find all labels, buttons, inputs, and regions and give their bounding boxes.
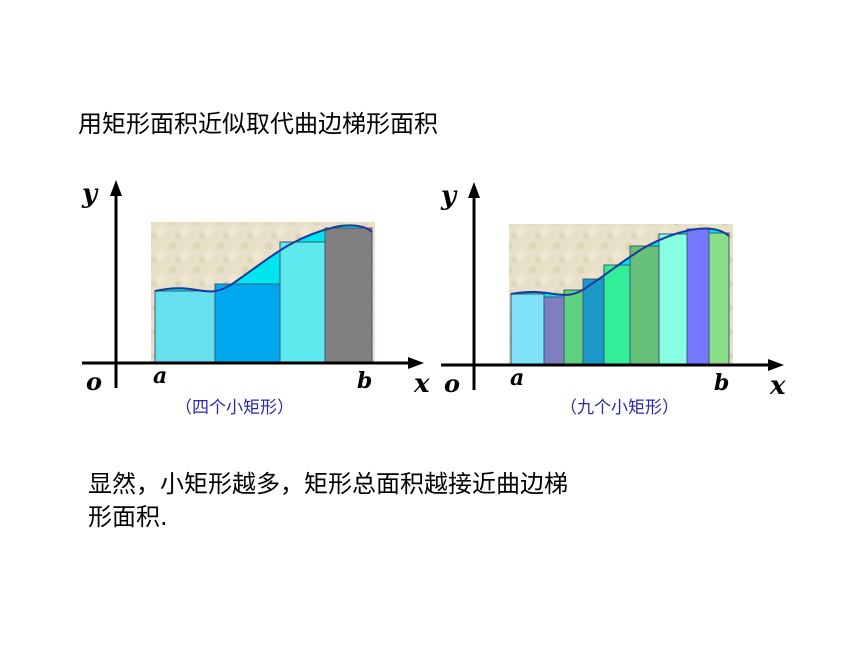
point-a-label: a — [510, 365, 524, 391]
rectangle-6 — [629, 245, 660, 366]
caption-nine: （九个小矩形） — [560, 398, 679, 418]
y-axis-arrow-icon — [110, 180, 122, 196]
page-title: 用矩形面积近似取代曲边梯形面积 — [78, 110, 438, 138]
y-axis-label: y — [81, 179, 99, 209]
origin-label: o — [86, 367, 102, 396]
rectangle-3 — [563, 289, 584, 366]
origin-label: o — [444, 369, 460, 398]
rectangle-9 — [708, 232, 730, 366]
rectangle-1 — [154, 290, 216, 364]
point-a-label: a — [153, 363, 167, 389]
rectangle-4 — [324, 227, 373, 364]
diagram-four-rectangles: y x o a b （四个小矩形） — [81, 179, 430, 418]
x-axis-arrow-icon — [768, 359, 784, 371]
y-axis-arrow-icon — [468, 182, 480, 198]
curve-excess — [355, 226, 372, 232]
curve-line — [154, 224, 373, 293]
rectangle-2 — [214, 283, 281, 364]
rectangle-3 — [279, 241, 326, 364]
diagram-nine-rectangles: y x o a b （九个小矩形） — [440, 181, 786, 418]
point-b-label: b — [357, 368, 372, 394]
point-b-label: b — [714, 370, 729, 396]
conclusion-line-2: 形面积. — [88, 503, 168, 531]
caption-four: （四个小矩形） — [175, 398, 294, 418]
x-axis-label: x — [769, 371, 786, 401]
y-axis-label: y — [440, 181, 458, 211]
curve-line — [510, 227, 730, 296]
rectangle-5 — [603, 264, 631, 366]
rectangle-8 — [686, 228, 710, 366]
rectangle-7 — [658, 233, 688, 366]
x-axis-arrow-icon — [408, 357, 424, 369]
conclusion-text: 显然，小矩形越多，矩形总面积越接近曲边梯 形面积. — [88, 468, 688, 534]
conclusion-line-1: 显然，小矩形越多，矩形总面积越接近曲边梯 — [88, 470, 568, 498]
x-axis-label: x — [413, 369, 430, 399]
rectangle-4 — [582, 278, 605, 366]
rectangle-2 — [543, 296, 565, 366]
rectangle-1 — [510, 293, 545, 366]
